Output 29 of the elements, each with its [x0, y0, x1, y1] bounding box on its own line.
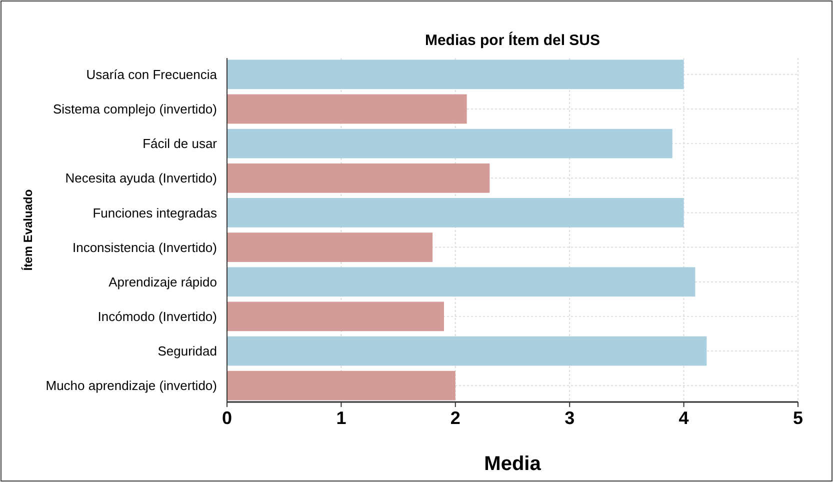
bar: [227, 232, 433, 262]
y-tick-label: Inconsistencia (Invertido): [72, 240, 217, 255]
x-tick-label: 0: [222, 408, 232, 428]
y-tick-label: Funciones integradas: [92, 205, 218, 220]
bar: [227, 94, 467, 124]
x-tick-label: 3: [564, 408, 575, 428]
y-axis-title: Ítem Evaluado: [21, 189, 35, 271]
bar: [227, 336, 707, 366]
bar: [227, 302, 444, 332]
x-tick-label: 4: [678, 408, 689, 428]
x-tick-label: 2: [450, 408, 460, 428]
bar: [227, 198, 684, 228]
y-tick-label: Mucho aprendizaje (invertido): [46, 378, 217, 394]
y-tick-label: Seguridad: [158, 344, 217, 359]
y-tick-label: Necesita ayuda (Invertido): [65, 170, 217, 186]
y-tick-label: Usaría con Frecuencia: [86, 66, 218, 82]
bar: [227, 267, 696, 297]
y-tick-label: Aprendizaje rápido: [108, 274, 217, 290]
bar: [227, 370, 456, 400]
y-tick-label: Sistema complejo (invertido): [52, 102, 217, 117]
bar: [227, 60, 684, 90]
chart-title: Medias por Ítem del SUS: [424, 31, 600, 49]
y-tick-label: Incómodo (Invertido): [98, 308, 217, 324]
x-tick-label: 5: [792, 408, 804, 428]
bar: [227, 128, 672, 158]
bar: [227, 163, 490, 193]
y-tick-label: Fácil de usar: [142, 136, 218, 152]
x-axis-title: Media: [484, 453, 542, 475]
x-tick-label: 1: [336, 408, 346, 428]
